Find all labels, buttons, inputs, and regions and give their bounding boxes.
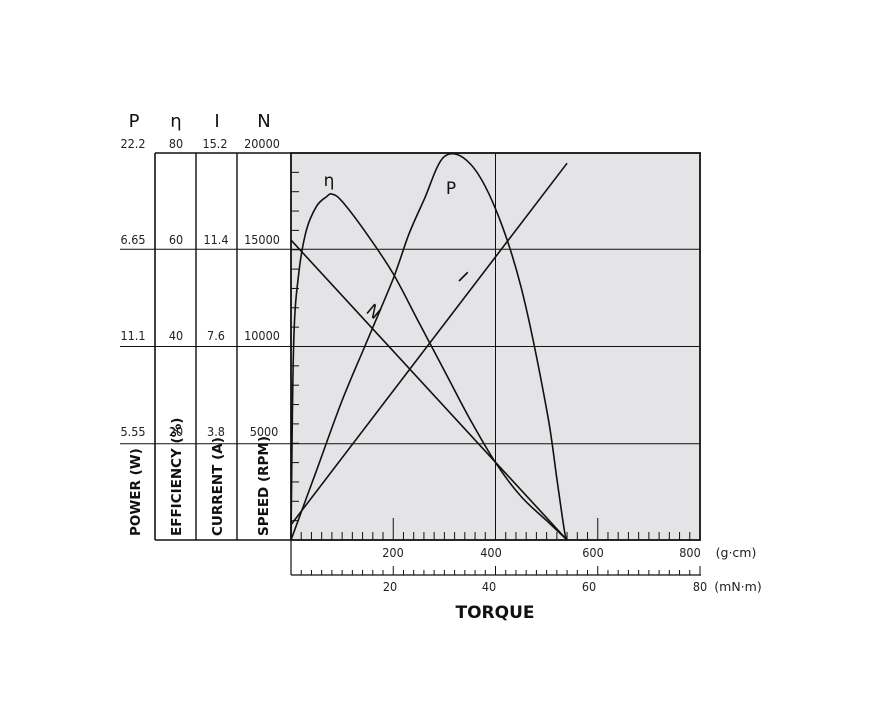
current-top-label: 15.2 [202, 136, 227, 151]
power-curve [290, 152, 568, 541]
speed-curve [290, 239, 568, 541]
efficiency-top-label: 80 [169, 136, 183, 151]
efficiency-curve [290, 193, 568, 541]
power-tick-label: 6.65 [120, 232, 145, 247]
x-tick-label-gcm: 800 [679, 545, 700, 560]
speed-top-label: 20000 [244, 136, 280, 151]
x-tick-label-gcm: 400 [480, 545, 501, 560]
efficiency-tick-label: 20 [169, 424, 183, 439]
power-tick-label: 11.1 [120, 328, 145, 343]
x-tick-label-mnm: 80 [693, 579, 707, 594]
speed-tick-label: 15000 [244, 232, 280, 247]
efficiency-tick-label: 60 [169, 232, 183, 247]
x-unit-gcm: (g·cm) [716, 545, 757, 560]
power-curve-label: P [446, 179, 456, 199]
power-axis-title: POWER (W) [128, 448, 144, 536]
power-top-label: 22.2 [120, 136, 145, 151]
curves [290, 152, 568, 541]
current-curve [290, 162, 568, 526]
x-tick-label-mnm: 40 [482, 579, 496, 594]
power-symbol: P [129, 111, 140, 132]
x-tick-label-mnm: 20 [383, 579, 397, 594]
current-tick-label: 7.6 [207, 328, 225, 343]
speed-tick-label: 5000 [250, 424, 279, 439]
speed-tick-label: 10000 [244, 328, 280, 343]
x-tick-label-gcm: 200 [382, 545, 403, 560]
x-unit-mnm: (mN·m) [714, 579, 761, 594]
power-tick-label: 5.55 [120, 424, 145, 439]
speed-symbol: N [257, 111, 270, 132]
current-tick-label: 11.4 [203, 232, 228, 247]
current-symbol: I [214, 111, 219, 132]
speed-axis-title: SPEED (RPM) [256, 436, 272, 536]
efficiency-tick-label: 40 [169, 328, 183, 343]
current-axis-title: CURRENT (A) [210, 437, 226, 536]
efficiency-symbol: η [170, 111, 181, 132]
current-tick-label: 3.8 [207, 424, 225, 439]
x-axes [290, 540, 701, 576]
grid [120, 153, 700, 540]
x-tick-label-mnm: 60 [582, 579, 596, 594]
efficiency-curve-label: η [324, 171, 335, 191]
efficiency-axis-title: EFFICIENCY (%) [169, 418, 185, 536]
x-axis-title: TORQUE [455, 603, 534, 623]
x-tick-label-gcm: 600 [582, 545, 603, 560]
